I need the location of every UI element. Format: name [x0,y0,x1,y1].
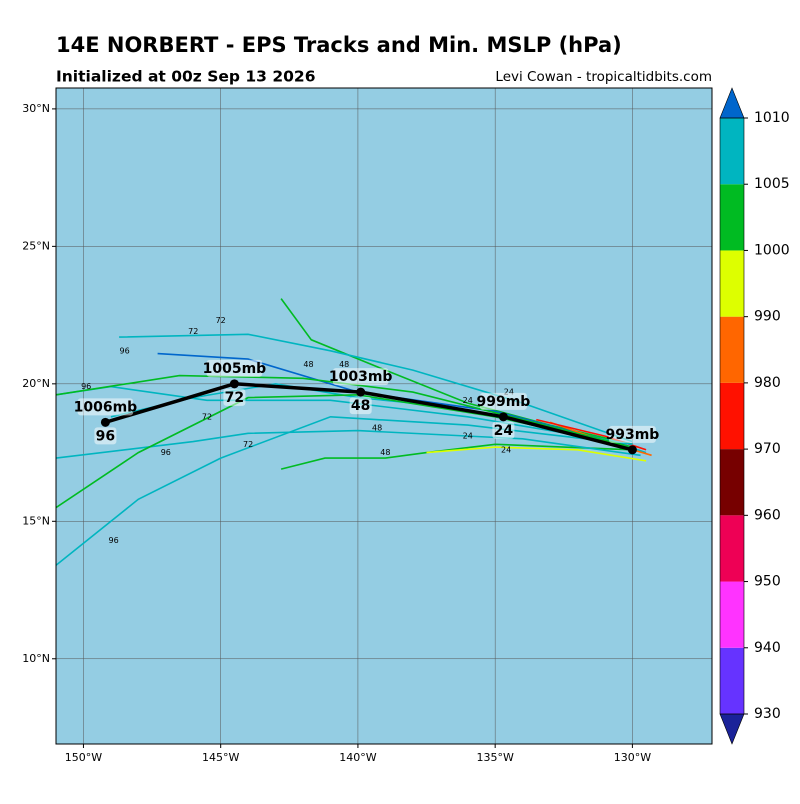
label-box [332,368,389,386]
hour-label: 96 [161,448,171,457]
colorbar: 930 940 950 960 970 980 990 1000 1005 1010 [719,87,790,745]
colorbar-label: 1010 [754,110,790,126]
mean-point [229,379,239,389]
label-box [349,397,372,415]
colorbar-over [719,87,745,119]
colorbar-label: 930 [754,706,781,722]
hour-label: 96 [109,536,119,545]
colorbar-label: 1000 [754,242,790,258]
y-tick-label: 25°N [22,239,50,252]
mean-point [627,445,637,455]
colorbar-segment [720,184,744,251]
pressure-label: 993mb [605,427,659,443]
hour-label: 96 [96,428,115,444]
member-track [426,446,647,462]
hour-label: 72 [202,412,212,421]
credit: Levi Cowan - tropicaltidbits.com [495,69,712,85]
x-tick-label: 130°W [614,751,651,764]
y-tick-label: 10°N [22,652,50,665]
pressure-label: 1006mb [74,399,138,415]
colorbar-label: 960 [754,507,781,523]
member-track [119,333,633,443]
chart-title: 14E NORBERT - EPS Tracks and Min. MSLP (… [56,33,622,57]
x-tick-label: 150°W [65,751,102,764]
x-tick-label: 135°W [476,751,513,764]
colorbar-label: 980 [754,375,781,391]
hour-label: 48 [303,360,313,369]
colorbar-label: 950 [754,574,781,590]
hour-label: 72 [243,440,253,449]
colorbar-segment [720,515,744,582]
hour-label: 24 [501,445,511,454]
colorbar-label: 990 [754,309,781,325]
member-track [56,374,633,448]
mean-track-line [104,382,633,452]
pressure-label: 1003mb [329,369,393,385]
colorbar-label: 970 [754,441,781,457]
colorbar-frame [719,117,745,715]
x-tick-label: 145°W [202,751,239,764]
hour-label: 24 [494,423,514,439]
member-track [280,443,633,470]
colorbar-segment [720,449,744,516]
colorbar-label: 940 [754,640,781,656]
grid [56,88,712,744]
y-tick-label: 15°N [22,514,50,527]
colorbar-label: 1005 [754,176,790,192]
member-track [280,298,633,446]
hour-label: 96 [120,346,130,355]
label-box [479,392,527,410]
hour-label: 96 [81,382,91,391]
label-box [223,388,246,406]
hour-label: 48 [351,398,370,414]
mean-point [356,387,366,397]
y-tick-label: 20°N [22,377,50,390]
colorbar-segment [720,316,744,383]
hour-label: 48 [380,448,390,457]
label-box [206,359,263,377]
hour-label: 24 [463,396,473,405]
hour-label: 48 [372,423,382,432]
label-box [608,425,656,443]
pressure-label: 999mb [476,394,530,410]
member-track [536,418,647,451]
mean-point [100,417,110,427]
label-box [77,398,134,416]
colorbar-segment [720,647,744,714]
hour-label: 24 [504,388,514,397]
colorbar-segment [720,382,744,450]
hour-label: 24 [463,432,473,441]
axes: 150°W 145°W 140°W 135°W 130°W 10°N 15°N 20°N 25°… [22,102,651,764]
colorbar-under [719,713,745,745]
colorbar-segment [720,118,744,185]
hour-label: 72 [188,327,198,336]
chart-subtitle: Initialized at 00z Sep 13 2026 [56,68,315,86]
label-box [492,421,515,439]
pressure-label: 1005mb [203,361,267,377]
colorbar-segment [720,581,744,648]
colorbar-segment [720,250,744,317]
member-track [56,429,641,459]
hour-label: 48 [339,360,349,369]
map-frame [55,87,713,745]
hour-label: 72 [225,390,244,406]
label-box [94,427,117,445]
map-background [56,88,712,744]
y-tick-label: 30°N [22,102,50,115]
mean-point [498,412,508,422]
hour-label: 72 [216,316,226,325]
x-tick-label: 140°W [339,751,376,764]
